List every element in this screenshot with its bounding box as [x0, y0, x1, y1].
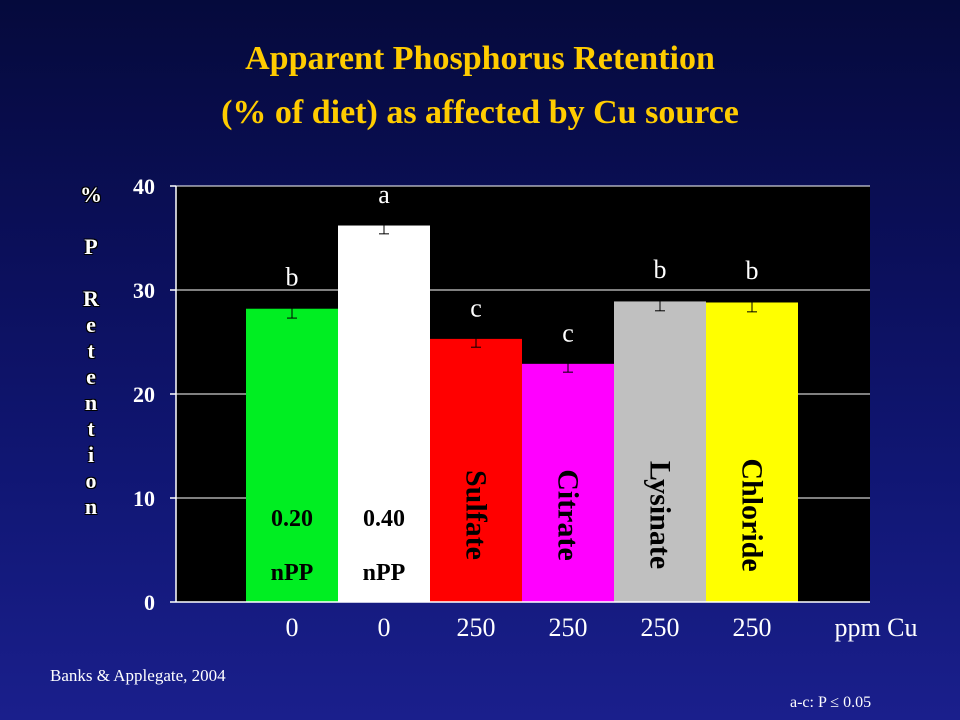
bar [430, 338, 522, 602]
bar-inner-label: nPP [363, 560, 406, 586]
y-axis-label-char: t [87, 416, 95, 441]
y-axis-label-char: R [83, 286, 99, 311]
y-axis-label-char: i [87, 442, 95, 467]
bar-vertical-label: Chloride [736, 458, 769, 571]
y-axis-label-char: % [80, 182, 102, 207]
chart-title-line-1: Apparent Phosphorus Retention [245, 40, 715, 77]
y-axis-label-char: e [86, 364, 96, 389]
significance-letter: b [746, 256, 759, 285]
significance-letter: c [562, 319, 574, 348]
y-tick-label: 0 [144, 590, 155, 615]
significance-note: a-c: P ≤ 0.05 [790, 694, 872, 711]
bar [246, 308, 338, 602]
bar-inner-label: 0.20 [271, 506, 313, 532]
bar [706, 302, 798, 602]
bar-inner-label: nPP [271, 560, 314, 586]
x-tick-label: 250 [733, 613, 772, 642]
bar-vertical-label: Lysinate [644, 461, 677, 569]
bar [338, 225, 430, 602]
y-tick-label: 10 [133, 486, 155, 511]
significance-letter: a [378, 180, 390, 209]
y-axis-label-char: e [86, 312, 96, 337]
bar-inner-label: 0.40 [363, 506, 405, 532]
y-axis-label-char: o [85, 468, 97, 493]
x-tick-label: 0 [286, 613, 299, 642]
significance-letter: b [654, 255, 667, 284]
x-tick-label: 250 [549, 613, 588, 642]
x-tick-label: 0 [378, 613, 391, 642]
bar-vertical-label: Citrate [552, 469, 585, 561]
x-tick-label: 250 [641, 613, 680, 642]
x-axis-label: ppm Cu [834, 613, 917, 642]
y-axis-label-char: n [84, 494, 98, 519]
y-tick-label: 20 [133, 382, 155, 407]
bar [522, 363, 614, 602]
bar [614, 301, 706, 602]
significance-letter: b [286, 262, 299, 291]
y-tick-label: 30 [133, 278, 155, 303]
bar-vertical-label: Sulfate [460, 470, 493, 560]
significance-letter: c [470, 294, 482, 323]
y-tick-label: 40 [133, 174, 155, 199]
x-tick-label: 250 [457, 613, 496, 642]
y-axis-label-char: t [87, 338, 95, 363]
y-axis-label-char: P [84, 234, 98, 259]
y-axis-label-char: n [84, 390, 98, 415]
chart-title-line-2: (% of diet) as affected by Cu source [221, 94, 739, 131]
source-citation: Banks & Applegate, 2004 [50, 666, 226, 685]
